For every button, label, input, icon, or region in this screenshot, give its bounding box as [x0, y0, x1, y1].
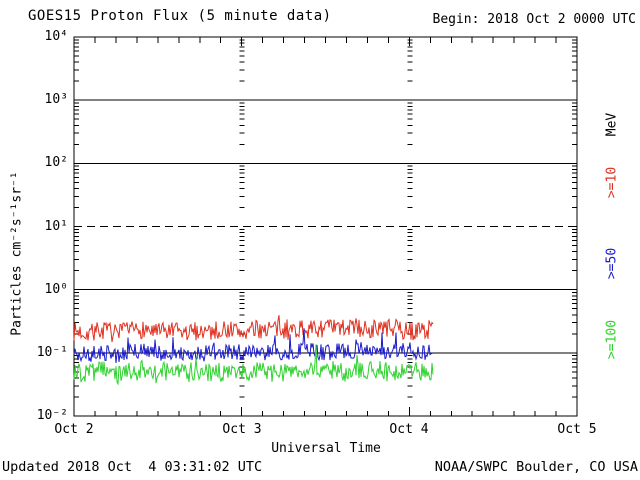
legend-ge10: >=10 [604, 166, 620, 199]
x-ticks [73, 37, 578, 416]
x-tick-oct5: Oct 5 [557, 422, 597, 437]
trace--50-mev [73, 328, 434, 364]
y-tick-1e2: 10² [44, 155, 68, 170]
legend-ge50: >=50 [604, 247, 620, 280]
begin-timestamp: Begin: 2018 Oct 2 0000 UTC [432, 12, 637, 27]
x-tick-oct2: Oct 2 [54, 422, 94, 437]
y-tick-1e-1: 10⁻¹ [36, 345, 68, 360]
y-tick-1e3: 10³ [44, 92, 68, 107]
legend-ge100: >=100 [604, 319, 620, 360]
y-tick-1e1: 10¹ [44, 219, 68, 234]
x-axis-label: Universal Time [271, 441, 381, 456]
x-tick-oct4: Oct 4 [389, 422, 429, 437]
traces [73, 315, 434, 386]
y-ticks [74, 36, 577, 417]
y-tick-1e4: 10⁴ [44, 29, 68, 44]
trace--100-mev [73, 344, 434, 386]
chart-title: GOES15 Proton Flux (5 minute data) [28, 8, 332, 24]
y-tick-1e0: 10⁰ [44, 282, 68, 297]
updated-timestamp: Updated 2018 Oct 4 03:31:02 UTC [2, 459, 263, 475]
day-gridlines [239, 39, 413, 398]
h-gridlines [74, 99, 577, 354]
x-tick-oct3: Oct 3 [222, 422, 262, 437]
source-credit: NOAA/SWPC Boulder, CO USA [434, 459, 638, 475]
trace--10-mev [73, 315, 434, 343]
y-tick-1e-2: 10⁻² [36, 408, 68, 423]
